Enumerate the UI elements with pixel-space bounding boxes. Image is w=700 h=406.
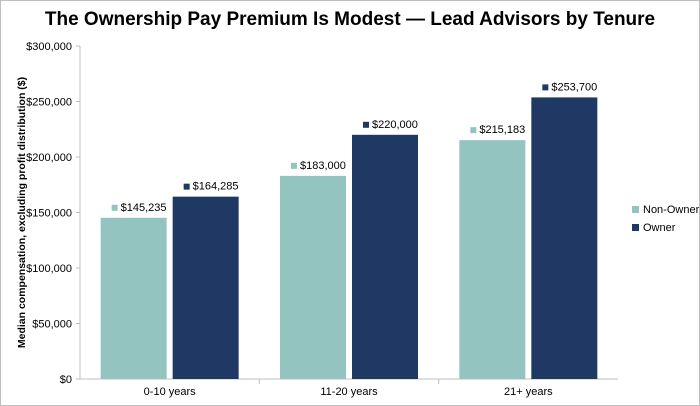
y-tick-label: $300,000 (26, 41, 72, 53)
y-tick-label: $250,000 (26, 97, 72, 109)
y-axis-title: Median compensation, excluding profit di… (16, 77, 28, 348)
y-tick-label: $200,000 (26, 152, 72, 164)
data-label-marker (291, 162, 297, 169)
data-label-marker (542, 84, 549, 91)
legend-swatch-owner (632, 224, 639, 231)
legend-label: Non-Owner (643, 204, 699, 216)
data-label: $164,285 (193, 181, 239, 193)
data-label-marker (183, 183, 190, 190)
y-tick-label: $100,000 (26, 263, 72, 275)
y-tick-label: $0 (60, 374, 72, 386)
x-tick-label: 11-20 years (320, 386, 378, 398)
data-label: $253,700 (551, 81, 597, 93)
data-label-marker (470, 127, 477, 134)
y-tick-label: $150,000 (26, 208, 72, 220)
bar-owner (172, 196, 239, 379)
legend-swatch-non-owner (632, 206, 639, 213)
data-label: $220,000 (372, 119, 418, 131)
bar-owner (531, 97, 598, 379)
data-label: $183,000 (300, 160, 346, 172)
data-label-marker (363, 121, 369, 128)
chart-title: The Ownership Pay Premium Is Modest — Le… (44, 9, 656, 30)
data-label: $215,183 (479, 124, 525, 136)
x-tick-label: 0-10 years (144, 386, 196, 398)
data-label-marker (111, 204, 118, 211)
legend-label: Owner (643, 222, 676, 234)
x-tick-label: 21+ years (504, 386, 553, 398)
y-tick-label: $50,000 (32, 319, 72, 331)
data-label: $145,235 (121, 202, 167, 214)
bar-non-owner (280, 175, 346, 379)
bar-non-owner (459, 140, 526, 379)
bar-owner (352, 134, 418, 379)
bar-non-owner (100, 217, 167, 379)
